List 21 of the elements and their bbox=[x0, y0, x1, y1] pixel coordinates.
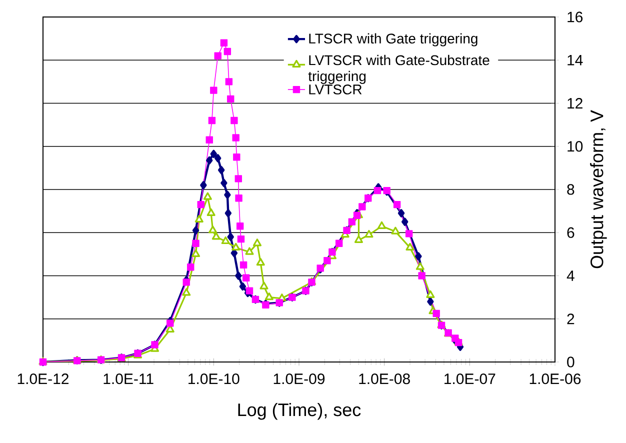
y-tick-label: 4 bbox=[566, 270, 574, 281]
y-tick-label: 2 bbox=[567, 314, 574, 324]
y-tick-label: 0 bbox=[567, 356, 574, 368]
legend-label: LVTSCR with Gate-Substrate triggering bbox=[308, 54, 490, 84]
x-axis-title: Log (Time), sec bbox=[238, 403, 361, 420]
x-tick-label: 1.0E-08 bbox=[359, 374, 410, 384]
y-axis-title: Output waveform, V bbox=[590, 110, 607, 268]
x-tick-label: 1.0E-09 bbox=[274, 374, 325, 384]
x-tick-label: 1.0E-10 bbox=[188, 374, 240, 384]
legend-label: LTSCR with Gate triggering bbox=[309, 33, 478, 46]
legend-label: LVTSCR bbox=[309, 84, 362, 94]
x-tick-label: 1.0E-12 bbox=[18, 374, 69, 384]
y-tick-label: 8 bbox=[567, 184, 574, 195]
y-tick-label: 6 bbox=[567, 227, 574, 238]
x-tick-label: 1.0E-11 bbox=[104, 374, 154, 384]
y-tick-label: 12 bbox=[568, 98, 582, 108]
y-tick-label: 14 bbox=[568, 54, 583, 66]
x-tick-label: 1.0E-07 bbox=[444, 374, 496, 384]
y-tick-label: 10 bbox=[568, 141, 583, 152]
x-tick-label: 1.0E-06 bbox=[530, 374, 581, 384]
y-tick-label: 16 bbox=[568, 12, 583, 22]
